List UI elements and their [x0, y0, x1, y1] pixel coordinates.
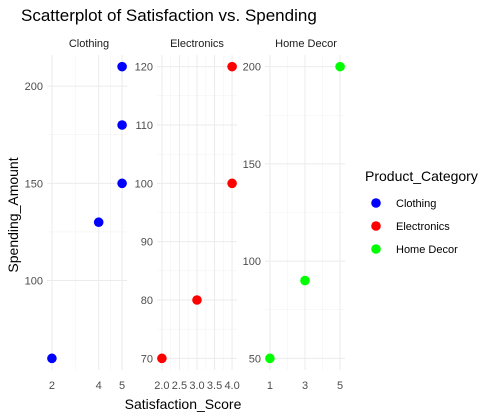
data-point — [227, 61, 237, 72]
facet-strip-label: Clothing — [69, 38, 109, 50]
x-tick-label: 5 — [337, 380, 343, 392]
y-tick-label: 200 — [243, 62, 261, 74]
legend-title: Product_Category — [365, 168, 478, 184]
data-point — [192, 295, 202, 305]
legend-key — [371, 244, 381, 254]
legend-label: Home Decor — [396, 244, 458, 256]
x-tick-label: 2.5 — [172, 380, 187, 392]
y-tick-label: 80 — [141, 295, 153, 307]
y-tick-label: 150 — [243, 159, 261, 171]
data-point — [227, 178, 237, 189]
data-point — [157, 353, 167, 364]
y-tick-label: 100 — [243, 256, 261, 268]
legend-item: Electronics — [371, 221, 450, 233]
data-point — [117, 61, 127, 72]
data-point — [47, 353, 57, 364]
data-point — [93, 217, 104, 228]
x-tick-label: 3.5 — [207, 380, 222, 392]
x-tick-label: 3 — [302, 380, 308, 392]
x-tick-label: 5 — [119, 380, 125, 392]
chart-title: Scatterplot of Satisfaction vs. Spending — [21, 6, 317, 25]
facet-home-decor: Home Decor 1 3 5 50 100 150 200 — [243, 38, 345, 392]
facet-electronics: Electronics 2.0 2.5 3.0 3.5 4.0 70 80 90 100 110 12… — [135, 38, 240, 392]
y-tick-label: 50 — [249, 353, 261, 365]
data-point — [117, 178, 127, 189]
facet-strip-label: Home Decor — [275, 38, 337, 50]
x-tick-label: 4.0 — [224, 380, 239, 392]
x-tick-label: 2 — [49, 380, 55, 392]
legend: Product_Category Clothing Electronics Home… — [365, 168, 478, 256]
data-point — [300, 275, 310, 286]
x-tick-label: 3.0 — [189, 380, 204, 392]
data-point — [265, 353, 275, 364]
y-tick-label: 200 — [25, 81, 43, 93]
legend-key — [371, 221, 381, 231]
y-tick-label: 120 — [135, 62, 153, 74]
x-tick-label: 4 — [96, 380, 102, 392]
y-tick-label: 70 — [141, 353, 153, 365]
data-point — [117, 120, 127, 130]
y-tick-label: 90 — [141, 237, 153, 249]
x-tick-label: 2.0 — [154, 380, 169, 392]
legend-key — [371, 198, 381, 208]
legend-item: Clothing — [371, 198, 436, 210]
y-axis-label: Spending_Amount — [5, 157, 21, 272]
legend-item: Home Decor — [371, 244, 458, 256]
y-tick-label: 150 — [25, 178, 43, 190]
data-point — [335, 61, 345, 72]
legend-label: Clothing — [396, 198, 436, 210]
x-axis-label: Satisfaction_Score — [125, 396, 242, 412]
y-tick-label: 100 — [25, 276, 43, 288]
y-tick-label: 100 — [135, 178, 153, 190]
panel-background — [47, 55, 127, 370]
y-tick-label: 110 — [135, 120, 153, 132]
facet-strip-label: Electronics — [170, 38, 224, 50]
x-tick-label: 1 — [267, 380, 273, 392]
legend-label: Electronics — [396, 221, 450, 233]
facet-clothing: Clothing 2 4 5 100 150 200 — [25, 38, 127, 392]
